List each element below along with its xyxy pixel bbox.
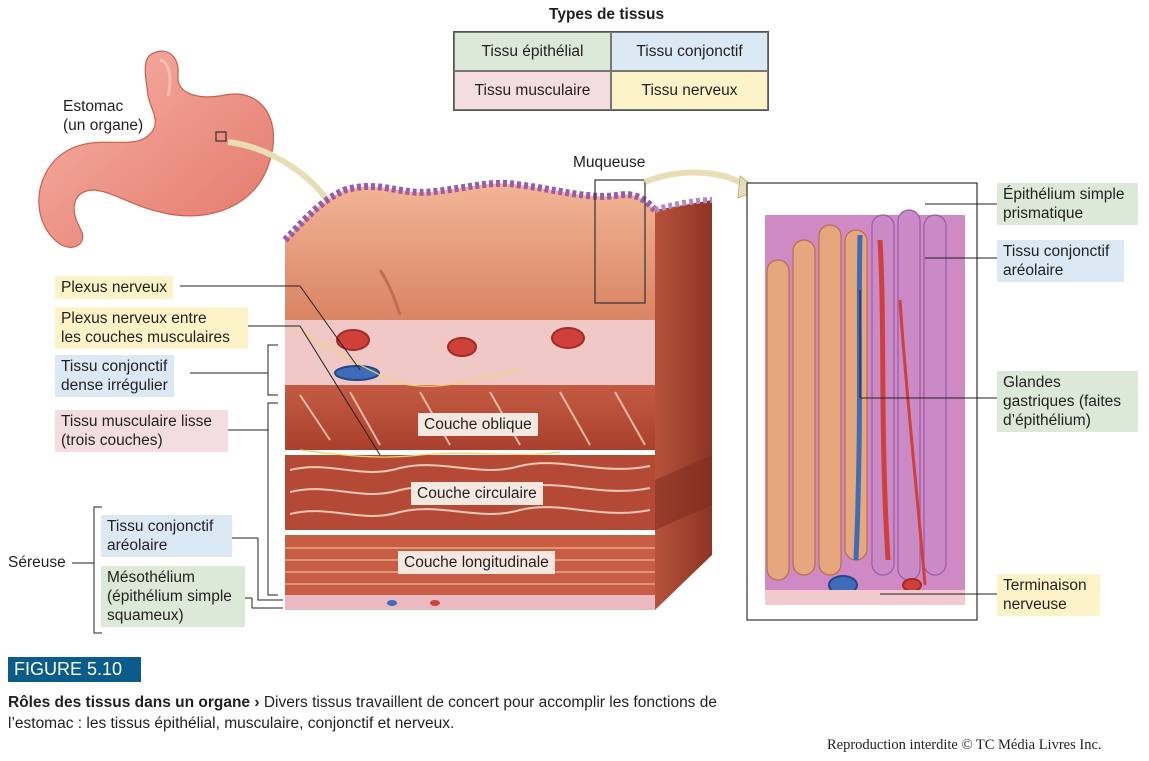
label-plexus-entre-couches: Plexus nerveux entre les couches muscula… [55, 307, 248, 349]
legend-connective: Tissu conjonctif [611, 32, 768, 71]
stomach-organ [38, 50, 275, 248]
label-plexus-nerveux: Plexus nerveux [55, 276, 173, 299]
label-glandes-gastriques: Glandes gastriques (faites d’épithélium) [997, 371, 1138, 432]
figure-caption: Rôles des tissus dans un organe › Divers… [8, 692, 748, 734]
label-couche-oblique: Couche oblique [418, 413, 538, 436]
label-sereuse: Séreuse [8, 554, 66, 571]
stomach-detail-box [215, 131, 227, 142]
label-tissu-conjonctif-dense: Tissu conjonctif dense irrégulier [55, 355, 174, 397]
label-tissu-conjonctif-areolaire-left: Tissu conjonctif aréolaire [101, 515, 232, 557]
legend-epithelial: Tissu épithélial [454, 32, 611, 71]
mucosa-detail-box [594, 179, 646, 304]
leader-lines [72, 203, 997, 634]
label-tissu-musculaire-lisse: Tissu musculaire lisse (trois couches) [55, 410, 228, 452]
label-tissu-conjonctif-areolaire-right: Tissu conjonctif aréolaire [997, 240, 1124, 282]
label-muqueuse: Muqueuse [573, 154, 646, 171]
label-estomac: Estomac (un organe) [63, 98, 144, 134]
copyright-notice: Reproduction interdite © TC Média Livres… [827, 737, 1102, 753]
label-mesothelium: Mésothélium (épithélium simple squameux) [101, 566, 245, 627]
tissue-type-legend: Tissu épithélial Tissu conjonctif Tissu … [453, 31, 769, 111]
label-couche-circulaire: Couche circulaire [411, 482, 543, 505]
label-couche-longitudinale: Couche longitudinale [398, 551, 555, 574]
legend-nervous: Tissu nerveux [611, 71, 768, 110]
label-epithelium-simple-prismatique: Épithélium simple prismatique [997, 183, 1138, 225]
legend-title: Types de tissus [549, 6, 665, 23]
tissue-block [282, 179, 713, 610]
mucosa-enlargement [746, 182, 978, 621]
caption-arrow: › [254, 694, 260, 711]
label-terminaison-nerveuse: Terminaison nerveuse [997, 574, 1100, 616]
figure-badge: FIGURE 5.10 [8, 657, 141, 682]
caption-title: Rôles des tissus dans un organe [8, 694, 251, 711]
legend-muscular: Tissu musculaire [454, 71, 611, 110]
caption-text: Divers tissus travaillent de concert pou… [8, 694, 717, 732]
